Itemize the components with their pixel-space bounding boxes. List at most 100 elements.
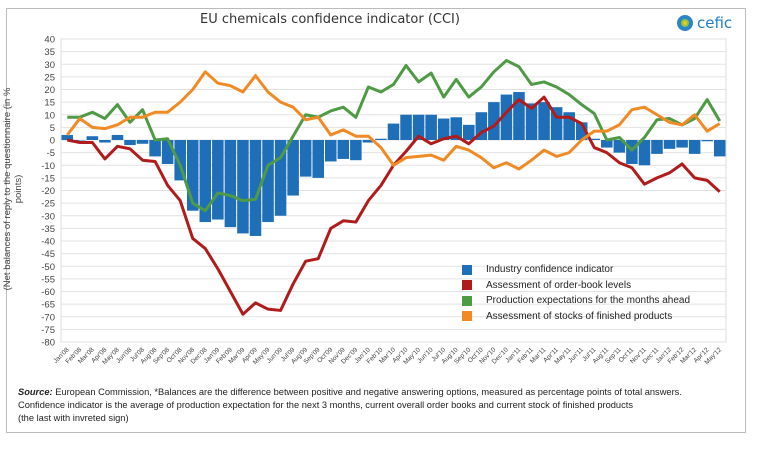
y-tick-label: -80 [41,338,55,349]
y-tick-label: -15 [41,173,55,184]
bar-industry-confidence [61,134,74,140]
bar-industry-confidence [475,112,488,140]
bar-industry-confidence [312,140,324,178]
y-tick-label: -10 [41,161,55,172]
legend-item: Production expectations for the months a… [462,293,690,309]
bar-industry-confidence [324,140,337,162]
bar-industry-confidence [525,103,538,140]
legend-item: Assessment of stocks of finished product… [462,309,690,325]
bar-industry-confidence [688,140,701,154]
bar-industry-confidence [588,138,601,140]
bar-industry-confidence [124,140,136,146]
y-tick-label: 30 [44,60,55,71]
bar-industry-confidence [350,140,362,161]
bar-industry-confidence [626,140,638,164]
y-tick-label: 15 [44,98,55,109]
legend: Industry confidence indicator Assessment … [462,262,690,324]
bar-industry-confidence [274,140,287,216]
y-tick-label: -40 [41,237,55,248]
y-tick-label: 35 [44,47,55,58]
bar-industry-confidence [174,140,186,181]
bar-industry-confidence [262,140,274,223]
bar-industry-confidence [74,140,86,141]
source-label: Source: [18,387,53,397]
bar-industry-confidence [676,140,688,148]
bar-industry-confidence [701,140,713,142]
bar-industry-confidence [111,134,124,140]
bar-industry-confidence [86,136,99,140]
y-tick-label: -50 [41,262,55,273]
legend-label: Assessment of order-book levels [486,279,632,291]
bar-industry-confidence [412,114,425,140]
series-line-1 [67,58,722,213]
bar-industry-confidence [437,118,450,140]
footnote-line-1: European Commission, *Balances are the d… [52,387,682,397]
bar-industry-confidence [237,140,249,234]
bar-industry-confidence [601,140,613,148]
footnote-line-3: (the last with invreted sign) [18,413,129,423]
chart-frame [6,8,746,433]
y-tick-label: -30 [41,211,55,222]
bar-industry-confidence [463,124,475,140]
logo-text: cefic [697,14,733,32]
bar-industry-confidence [651,140,663,154]
bar-industry-confidence [287,140,299,196]
bar-industry-confidence [550,107,563,140]
footnote-line-2: Confidence indicator is the average of p… [18,400,633,410]
bar-industry-confidence [99,140,111,143]
bar-industry-confidence [513,92,525,140]
footnote: Source: European Commission, *Balances a… [18,386,682,425]
y-tick-label: -60 [41,287,55,298]
cefic-flower-icon [677,15,693,31]
bar-industry-confidence [638,140,651,166]
y-tick-label: -65 [41,300,55,311]
y-tick-label: -45 [41,249,55,260]
legend-swatch [462,295,472,306]
y-tick-label: -25 [41,199,55,210]
bar-industry-confidence [362,140,375,143]
y-tick-label: 5 [50,123,55,134]
y-tick-label: -35 [41,224,55,235]
legend-swatch [462,264,472,275]
y-tick-label: 25 [44,72,55,83]
y-tick-label: 20 [44,85,55,96]
bar-industry-confidence [400,114,412,140]
legend-item: Industry confidence indicator [462,262,690,278]
chart-title: EU chemicals confidence indicator (CCI) [200,12,460,27]
bar-industry-confidence [500,94,513,140]
bar-industry-confidence [713,140,726,157]
bar-industry-confidence [563,112,575,140]
bar-industry-confidence [575,122,588,140]
bar-industry-confidence [186,140,199,211]
y-tick-label: -20 [41,186,55,197]
bar-industry-confidence [450,117,463,140]
y-tick-label: 40 [44,35,55,46]
legend-swatch [462,280,472,291]
y-tick-label: -75 [41,325,55,336]
legend-swatch [462,311,472,322]
y-tick-label: -5 [47,148,55,159]
y-tick-label: -70 [41,312,55,323]
bar-industry-confidence [663,140,676,149]
bar-industry-confidence [375,138,387,140]
legend-label: Assessment of stocks of finished product… [486,310,673,322]
bar-industry-confidence [161,140,174,164]
cefic-logo: cefic [676,14,732,32]
bar-industry-confidence [613,140,626,153]
legend-label: Industry confidence indicator [486,264,614,276]
y-tick-label: 0 [50,136,55,147]
bar-industry-confidence [538,102,550,140]
bar-industry-confidence [387,123,400,140]
bar-industry-confidence [224,140,237,228]
y-tick-label: -55 [41,274,55,285]
series-line-2 [66,70,721,171]
bar-industry-confidence [199,140,212,223]
bar-industry-confidence [299,140,312,177]
bar-industry-confidence [249,140,262,236]
bar-industry-confidence [488,102,500,140]
legend-label: Production expectations for the months a… [486,295,691,307]
legend-item: Assessment of order-book levels [462,278,690,294]
bar-industry-confidence [136,140,149,144]
bar-industry-confidence [149,140,161,157]
